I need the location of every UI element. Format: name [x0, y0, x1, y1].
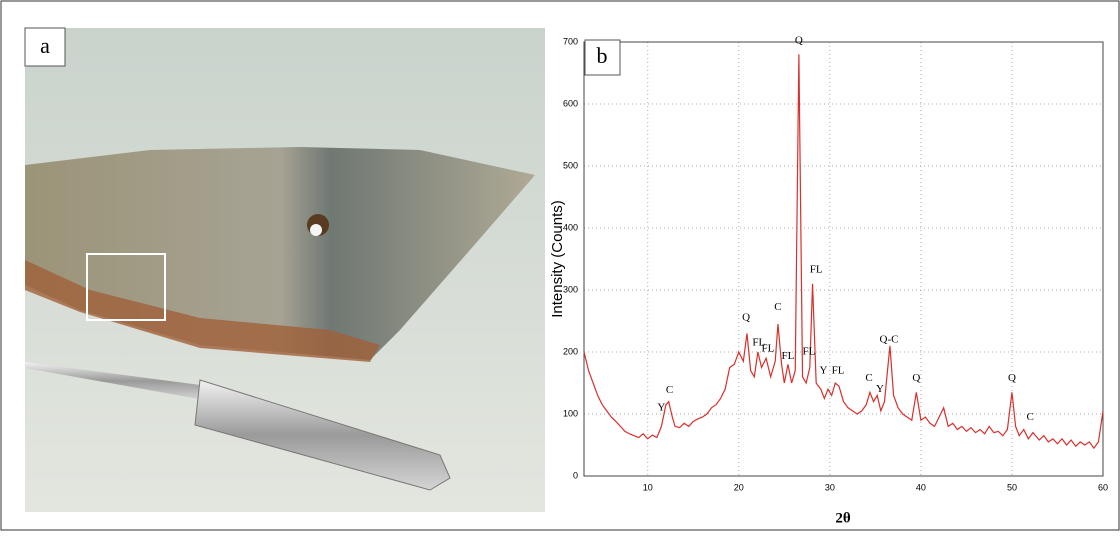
peak-label: FL — [802, 346, 815, 358]
panel-label: b — [597, 43, 608, 68]
peak-label: Y — [657, 402, 665, 414]
x-tick-label: 10 — [643, 482, 653, 492]
peak-label: FL — [782, 350, 795, 362]
peak-label: C — [865, 372, 872, 384]
y-tick-label: 500 — [563, 160, 578, 170]
peak-label: Y — [876, 383, 884, 395]
x-tick-label: 60 — [1098, 482, 1108, 492]
peak-label: C — [1026, 411, 1033, 423]
y-tick-label: 100 — [563, 408, 578, 418]
peak-label: C — [666, 384, 673, 396]
x-axis-label: 2θ — [835, 510, 851, 526]
y-tick-label: 700 — [563, 36, 578, 46]
figure: a 0100200300400500600700102030405060YCQF… — [0, 0, 1120, 531]
y-axis-label: Intensity (Counts) — [549, 200, 566, 318]
x-tick-label: 50 — [1007, 482, 1017, 492]
peak-label: Q — [742, 312, 750, 324]
peak-label: C — [774, 301, 781, 313]
peak-label: FL — [810, 263, 823, 275]
peak-label: FL — [762, 343, 775, 355]
figure-canvas: a 0100200300400500600700102030405060YCQF… — [0, 0, 1120, 531]
peak-label: Q — [1008, 372, 1016, 384]
hole-inner — [310, 224, 322, 236]
x-tick-label: 30 — [825, 482, 835, 492]
y-tick-label: 600 — [563, 98, 578, 108]
x-tick-label: 40 — [916, 482, 926, 492]
peak-label: FL — [832, 364, 845, 376]
peak-label: Q — [795, 34, 803, 46]
peak-label: Q-C — [880, 333, 899, 345]
y-tick-label: 0 — [573, 470, 578, 480]
panel-label: a — [40, 33, 50, 58]
y-tick-label: 200 — [563, 346, 578, 356]
peak-label: Q — [912, 372, 920, 384]
photo: a — [25, 28, 545, 512]
peak-label: Y — [819, 364, 827, 376]
x-tick-label: 20 — [734, 482, 744, 492]
